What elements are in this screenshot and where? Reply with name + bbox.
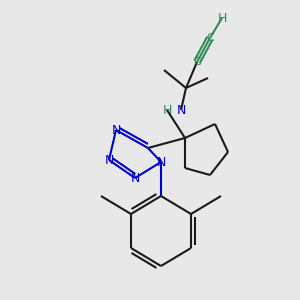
Text: H: H [162, 103, 172, 116]
Text: N: N [156, 155, 166, 169]
Text: N: N [104, 154, 114, 166]
Text: N: N [176, 103, 186, 116]
Text: N: N [111, 124, 121, 136]
Text: C: C [193, 57, 201, 67]
Text: N: N [130, 172, 140, 184]
Text: C: C [206, 33, 214, 43]
Text: H: H [217, 11, 227, 25]
